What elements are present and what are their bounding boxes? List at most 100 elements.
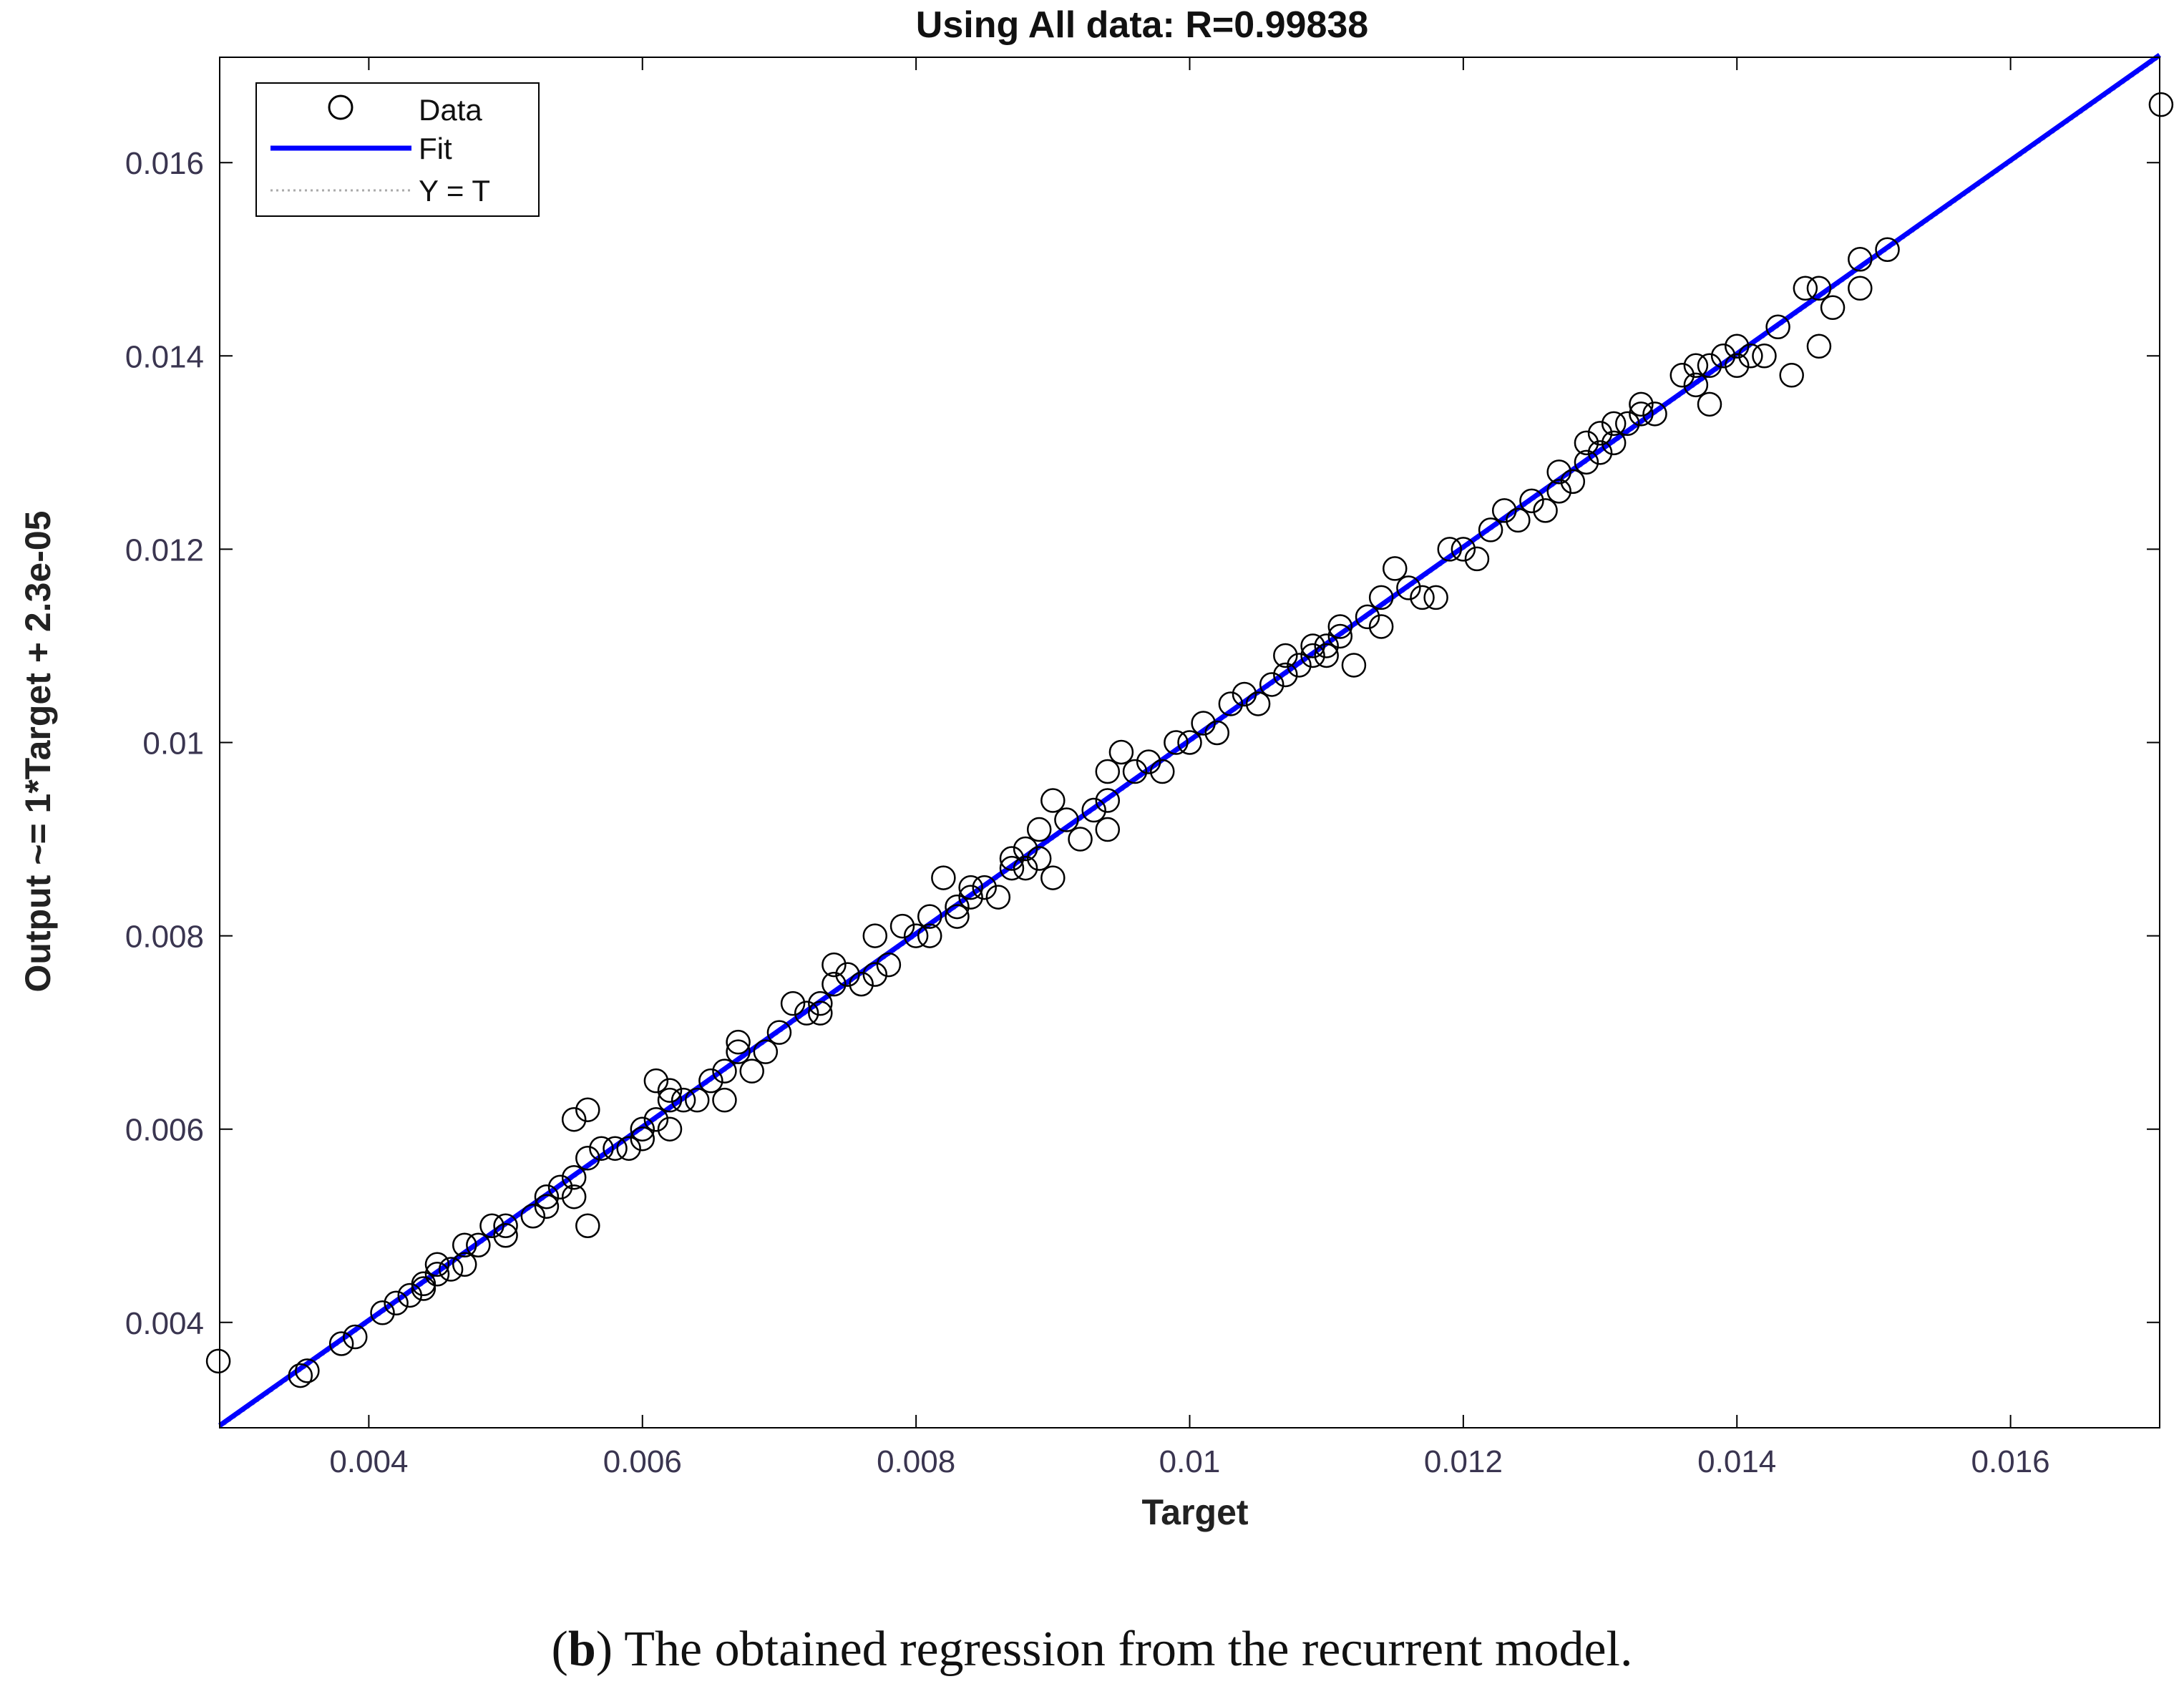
- data-point: [603, 1136, 628, 1161]
- data-point: [657, 1087, 683, 1113]
- caption-label: b: [567, 1622, 596, 1677]
- data-point: [1533, 498, 1558, 523]
- data-point: [1683, 372, 1709, 398]
- data-point: [1164, 730, 1189, 755]
- data-point: [1026, 846, 1052, 871]
- data-point: [1122, 759, 1148, 784]
- data-point: [1587, 440, 1613, 465]
- data-point: [1191, 711, 1216, 736]
- data-point: [1752, 344, 1777, 369]
- legend: Data Fit Y = T: [255, 82, 540, 217]
- data-point: [1669, 363, 1695, 388]
- data-point: [1820, 295, 1846, 321]
- data-point: [1396, 575, 1421, 600]
- data-point: [1368, 614, 1394, 639]
- data-point: [1314, 643, 1339, 668]
- data-point: [1574, 430, 1599, 456]
- data-point: [835, 962, 860, 987]
- fit-line: [218, 53, 2162, 1428]
- data-point: [917, 923, 942, 948]
- data-point: [424, 1252, 450, 1277]
- data-point: [671, 1087, 696, 1113]
- data-point: [1327, 614, 1353, 639]
- data-point: [822, 952, 847, 978]
- chart-title: Using All data: R=0.99838: [916, 4, 1368, 46]
- data-point: [1273, 662, 1298, 688]
- data-point: [630, 1126, 655, 1152]
- data-point: [1738, 344, 1763, 369]
- data-point: [424, 1262, 450, 1287]
- data-point: [862, 923, 888, 948]
- legend-data-label: Data: [419, 93, 482, 127]
- x-tick-label: 0.01: [1159, 1444, 1221, 1479]
- data-point: [999, 855, 1025, 881]
- data-point: [972, 875, 997, 900]
- data-point: [1177, 730, 1202, 755]
- data-point: [1218, 691, 1244, 716]
- data-point: [1697, 353, 1722, 379]
- y-tick-label: 0.012: [125, 532, 204, 568]
- data-point: [1451, 537, 1476, 562]
- data-point: [547, 1174, 573, 1199]
- y-tick-label: 0.006: [125, 1113, 204, 1148]
- data-point: [1013, 855, 1038, 881]
- data-point: [1245, 691, 1271, 716]
- data-point: [575, 1213, 600, 1238]
- data-point: [493, 1223, 518, 1248]
- legend-fit-label: Fit: [419, 132, 452, 165]
- data-point: [520, 1203, 546, 1229]
- data-point: [561, 1184, 587, 1209]
- data-point: [1081, 797, 1106, 823]
- x-axis-label: Target: [1141, 1492, 1248, 1532]
- data-point: [698, 1068, 723, 1094]
- y-tick-label: 0.008: [125, 920, 204, 955]
- data-point: [808, 990, 833, 1016]
- data-point: [1724, 334, 1750, 359]
- y-axis-label: Output ~= 1*Target + 2.3e-05: [18, 511, 58, 993]
- data-point: [1629, 401, 1654, 427]
- x-tick-label: 0.016: [1971, 1444, 2050, 1479]
- data-point: [1875, 237, 1900, 262]
- data-point: [205, 1348, 231, 1374]
- data-point: [1150, 759, 1175, 784]
- data-point: [794, 1001, 819, 1026]
- data-point: [1437, 537, 1463, 562]
- data-point: [534, 1184, 560, 1209]
- data-point: [328, 1331, 354, 1356]
- x-tick-label: 0.008: [877, 1444, 955, 1479]
- data-point: [945, 894, 970, 920]
- data-point: [1519, 488, 1544, 514]
- data-point: [1587, 421, 1613, 446]
- data-point: [1779, 363, 1804, 388]
- data-point: [1574, 449, 1599, 475]
- data-point: [384, 1290, 409, 1316]
- data-point: [1765, 314, 1790, 340]
- data-point: [780, 990, 806, 1016]
- data-point: [657, 1078, 683, 1103]
- data-point: [1848, 247, 1873, 272]
- data-point: [1383, 556, 1408, 581]
- data-point: [1478, 517, 1503, 542]
- data-point: [958, 875, 983, 900]
- data-point: [739, 1058, 764, 1084]
- data-point: [931, 865, 956, 890]
- data-point: [1491, 498, 1517, 523]
- data-point: [1204, 720, 1229, 746]
- caption-text: The obtained regression from the recurre…: [613, 1622, 1633, 1677]
- data-point: [1683, 353, 1709, 379]
- data-point: [1560, 469, 1586, 495]
- data-point: [288, 1363, 313, 1388]
- data-point: [1095, 788, 1121, 813]
- data-point: [561, 1106, 587, 1132]
- data-point: [343, 1324, 368, 1350]
- data-point: [1026, 817, 1052, 842]
- data-point: [479, 1213, 504, 1238]
- data-point: [1287, 653, 1312, 678]
- legend-data-marker: [328, 94, 354, 120]
- data-point: [1848, 276, 1873, 301]
- data-point: [1341, 653, 1367, 678]
- data-point: [1806, 334, 1832, 359]
- data-point: [534, 1194, 560, 1219]
- data-point: [1273, 643, 1298, 668]
